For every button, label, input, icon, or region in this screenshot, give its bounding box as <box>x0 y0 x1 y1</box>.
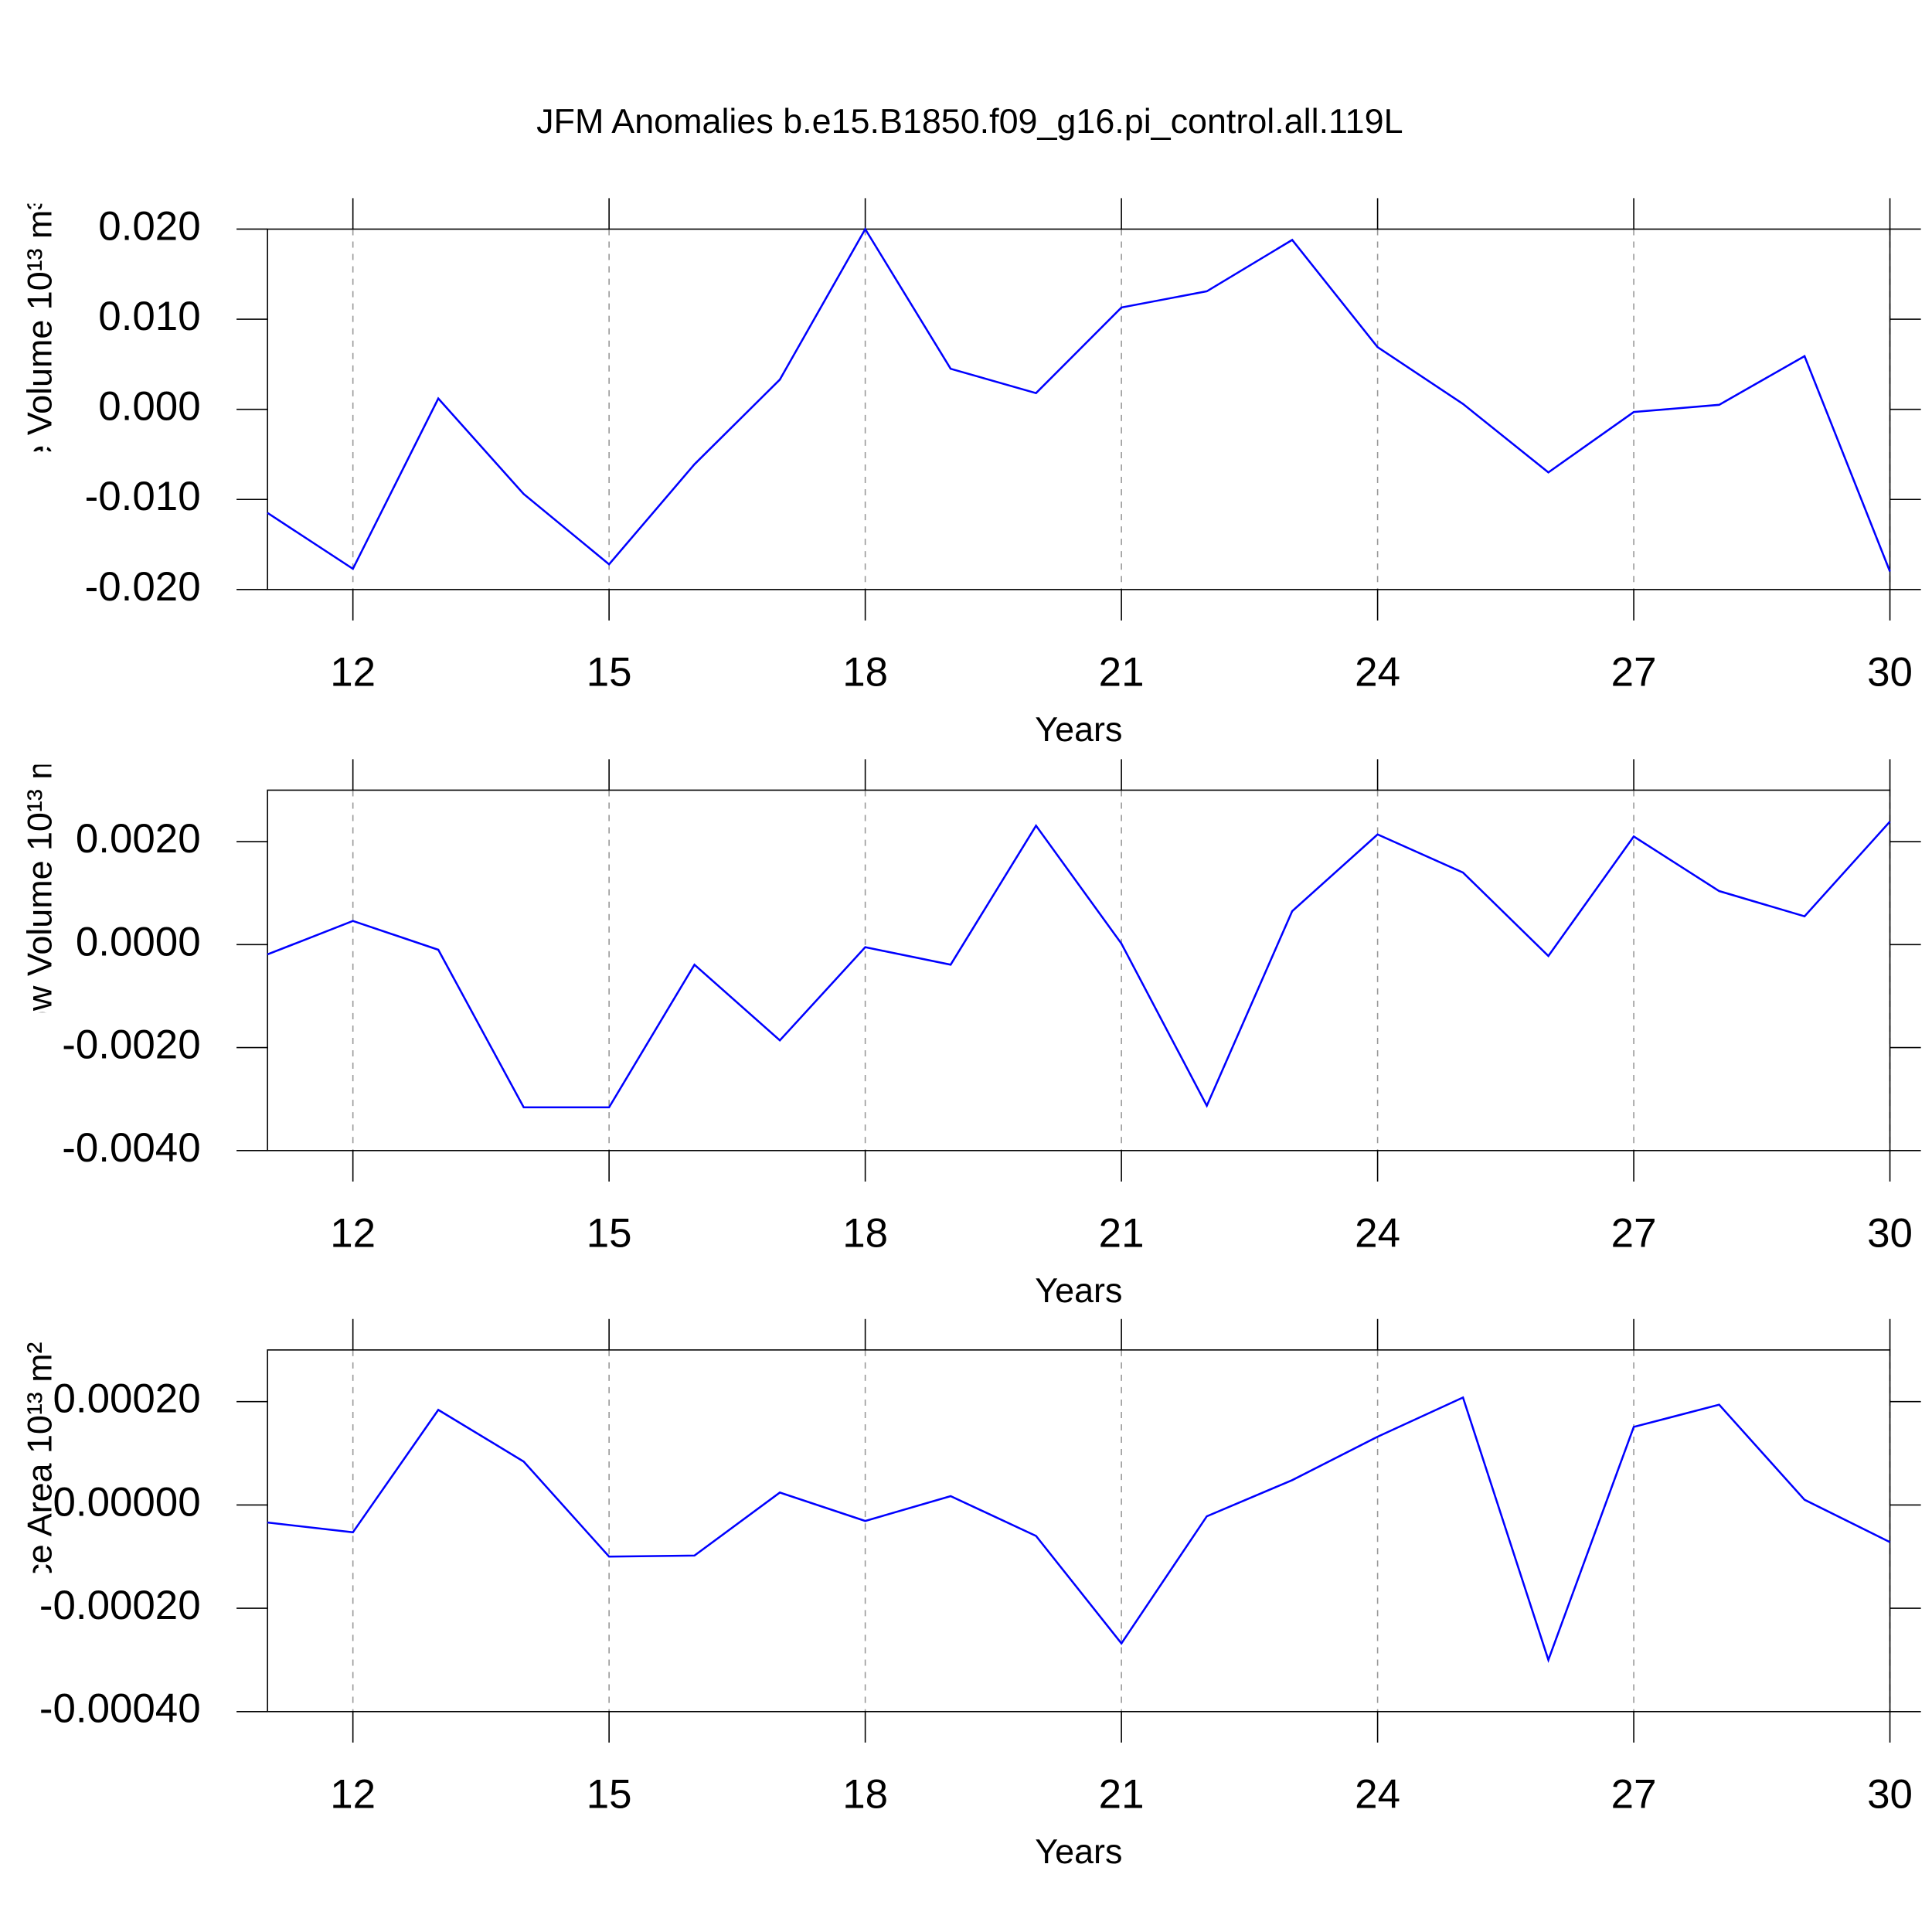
x-tick-label: 18 <box>842 1210 888 1256</box>
x-tick-label: 21 <box>1099 649 1145 695</box>
y-tick-label: -0.010 <box>85 474 201 519</box>
x-tick-label: 27 <box>1611 1771 1657 1817</box>
x-tick-label: 27 <box>1611 649 1657 695</box>
x-tick-label: 24 <box>1355 649 1400 695</box>
panel: 12 15 18 21 24 27 30 0.0020 0.0000 -0.0020 -0.0040… <box>19 739 1921 1310</box>
x-tick-label: 21 <box>1099 1210 1145 1256</box>
x-tick-label: 12 <box>330 649 376 695</box>
x-tick-label: 24 <box>1355 1210 1400 1256</box>
y-tick-label: -0.00040 <box>39 1686 201 1732</box>
y-tick-label: -0.020 <box>85 564 201 610</box>
y-tick-label: 0.000 <box>98 384 200 430</box>
data-line <box>267 1396 1891 1663</box>
x-tick-label: 21 <box>1099 1771 1145 1817</box>
x-tick-label: 18 <box>842 649 888 695</box>
x-tick-label: 15 <box>587 1771 632 1817</box>
x-axis-label: Years <box>1035 709 1122 749</box>
plot-frame <box>267 1349 1891 1713</box>
y-tick-label: 0.00020 <box>53 1376 200 1422</box>
x-tick-label: 30 <box>1867 1771 1913 1817</box>
x-tick-label: 24 <box>1355 1771 1400 1817</box>
x-tick-label: 12 <box>330 1210 376 1256</box>
data-line <box>267 821 1891 1109</box>
x-axis-label: Years <box>1035 1832 1122 1871</box>
plot-frame <box>267 789 1891 1151</box>
y-tick-label: -0.0020 <box>62 1022 200 1068</box>
x-tick-label: 12 <box>330 1771 376 1817</box>
x-tick-label: 30 <box>1867 649 1913 695</box>
y-tick-label: -0.00020 <box>39 1583 201 1628</box>
x-tick-label: 27 <box>1611 1210 1657 1256</box>
y-tick-label: 0.00000 <box>53 1479 200 1525</box>
y-tick-label: 0.020 <box>98 203 200 249</box>
y-tick-label: 0.0020 <box>76 816 201 862</box>
data-line <box>267 226 1891 572</box>
x-axis-label: Years <box>1035 1270 1122 1310</box>
y-tick-label: 0.0000 <box>76 919 201 964</box>
plot-frame <box>267 228 1891 590</box>
x-tick-label: 18 <box>842 1771 888 1817</box>
y-axis-label: CAArch Snow Volume 10¹³ m³ <box>19 739 59 1201</box>
panel: 12 15 18 21 24 27 30 0.00020 0.00000 -0.00020 -0.0… <box>19 1318 1921 1871</box>
x-tick-label: 15 <box>587 649 632 695</box>
y-axis-label: CAArch Ice Area 10¹³ m² <box>19 1342 59 1719</box>
y-axis-label: CAArch Ice Volume 10¹³ m³ <box>19 199 59 621</box>
y-tick-label: 0.010 <box>98 294 200 339</box>
y-tick-label: -0.0040 <box>62 1125 200 1171</box>
x-tick-label: 30 <box>1867 1210 1913 1256</box>
figure-title: JFM Anomalies b.e15.B1850.f09_g16.pi_con… <box>536 101 1403 141</box>
figure-body: JFM Anomalies b.e15.B1850.f09_g16.pi_con… <box>19 101 1921 1871</box>
panel: 12 15 18 21 24 27 30 0.020 0.010 0.000 -0.010 -0.02… <box>19 198 1921 749</box>
x-tick-label: 15 <box>587 1210 632 1256</box>
